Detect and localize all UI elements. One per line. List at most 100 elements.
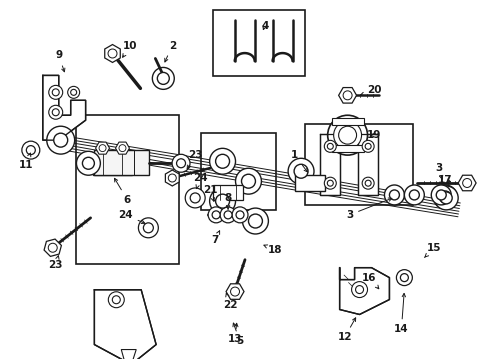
Circle shape xyxy=(185,188,205,208)
Text: 7: 7 xyxy=(211,231,219,245)
Circle shape xyxy=(52,89,59,96)
Circle shape xyxy=(462,179,470,188)
Bar xyxy=(76,116,179,264)
Bar xyxy=(213,185,243,200)
Circle shape xyxy=(47,126,75,154)
Circle shape xyxy=(138,218,158,238)
Circle shape xyxy=(439,192,451,204)
Circle shape xyxy=(327,115,367,155)
Circle shape xyxy=(215,154,229,168)
Polygon shape xyxy=(57,142,458,218)
Circle shape xyxy=(362,177,373,189)
Polygon shape xyxy=(320,134,340,195)
Circle shape xyxy=(384,185,404,205)
Text: 14: 14 xyxy=(393,293,408,334)
Circle shape xyxy=(232,207,247,223)
Circle shape xyxy=(26,146,35,154)
Circle shape xyxy=(355,285,363,293)
Circle shape xyxy=(209,148,235,174)
Circle shape xyxy=(22,141,40,159)
Text: 10: 10 xyxy=(122,41,138,57)
Text: 24: 24 xyxy=(118,210,144,224)
Polygon shape xyxy=(457,175,475,191)
Text: 17: 17 xyxy=(437,175,451,185)
Circle shape xyxy=(190,193,200,203)
Bar xyxy=(294,175,324,191)
Polygon shape xyxy=(339,268,388,315)
Polygon shape xyxy=(42,75,85,140)
Circle shape xyxy=(215,194,229,208)
Circle shape xyxy=(404,185,424,205)
Circle shape xyxy=(433,186,457,210)
Circle shape xyxy=(438,191,450,203)
Text: 11: 11 xyxy=(19,153,33,170)
Circle shape xyxy=(67,86,80,98)
Circle shape xyxy=(54,133,67,147)
Polygon shape xyxy=(338,87,356,103)
Text: 22: 22 xyxy=(223,293,237,310)
Circle shape xyxy=(326,180,333,186)
Circle shape xyxy=(99,145,106,152)
Text: 23: 23 xyxy=(48,256,63,270)
Circle shape xyxy=(362,140,373,152)
Circle shape xyxy=(324,177,336,189)
Circle shape xyxy=(435,190,446,200)
Text: 16: 16 xyxy=(362,273,378,289)
Polygon shape xyxy=(44,239,61,256)
Polygon shape xyxy=(121,350,136,360)
Circle shape xyxy=(241,174,255,188)
Circle shape xyxy=(208,207,224,223)
Polygon shape xyxy=(94,290,156,360)
Circle shape xyxy=(49,105,62,119)
Text: 20: 20 xyxy=(360,85,381,95)
Circle shape xyxy=(333,121,361,149)
Text: 9: 9 xyxy=(55,50,65,72)
Circle shape xyxy=(430,185,450,205)
Circle shape xyxy=(235,168,261,194)
Bar xyxy=(212,10,305,76)
Circle shape xyxy=(242,208,268,234)
Circle shape xyxy=(324,140,336,152)
Text: 8: 8 xyxy=(224,193,231,209)
Circle shape xyxy=(112,296,120,304)
Circle shape xyxy=(49,85,62,99)
Circle shape xyxy=(338,126,356,144)
Bar xyxy=(305,125,412,205)
Circle shape xyxy=(220,207,236,223)
Circle shape xyxy=(172,154,190,172)
Polygon shape xyxy=(115,142,129,154)
Text: 3: 3 xyxy=(346,198,391,220)
Circle shape xyxy=(157,72,169,84)
Circle shape xyxy=(287,158,313,184)
Circle shape xyxy=(71,89,77,95)
Polygon shape xyxy=(357,134,377,195)
Text: 12: 12 xyxy=(337,318,355,342)
Circle shape xyxy=(224,211,232,219)
Circle shape xyxy=(152,67,174,89)
Circle shape xyxy=(293,164,307,178)
Circle shape xyxy=(326,143,333,149)
Bar xyxy=(92,153,132,175)
Circle shape xyxy=(82,157,94,169)
Text: 23: 23 xyxy=(187,150,202,169)
Text: 3: 3 xyxy=(435,163,442,179)
Text: 24: 24 xyxy=(192,173,207,189)
Circle shape xyxy=(365,143,370,149)
Text: 18: 18 xyxy=(264,245,282,255)
Circle shape xyxy=(351,282,367,298)
Circle shape xyxy=(343,91,351,100)
Text: 5: 5 xyxy=(232,323,243,346)
Text: 21: 21 xyxy=(203,185,217,201)
Circle shape xyxy=(76,151,100,175)
Circle shape xyxy=(365,180,370,186)
Circle shape xyxy=(396,270,411,285)
Circle shape xyxy=(176,159,185,168)
Bar xyxy=(331,145,363,152)
Circle shape xyxy=(52,109,59,116)
Bar xyxy=(94,150,149,175)
Circle shape xyxy=(143,223,153,233)
Text: 13: 13 xyxy=(227,323,242,345)
Circle shape xyxy=(48,243,57,252)
Circle shape xyxy=(108,292,124,308)
Bar xyxy=(331,118,363,125)
